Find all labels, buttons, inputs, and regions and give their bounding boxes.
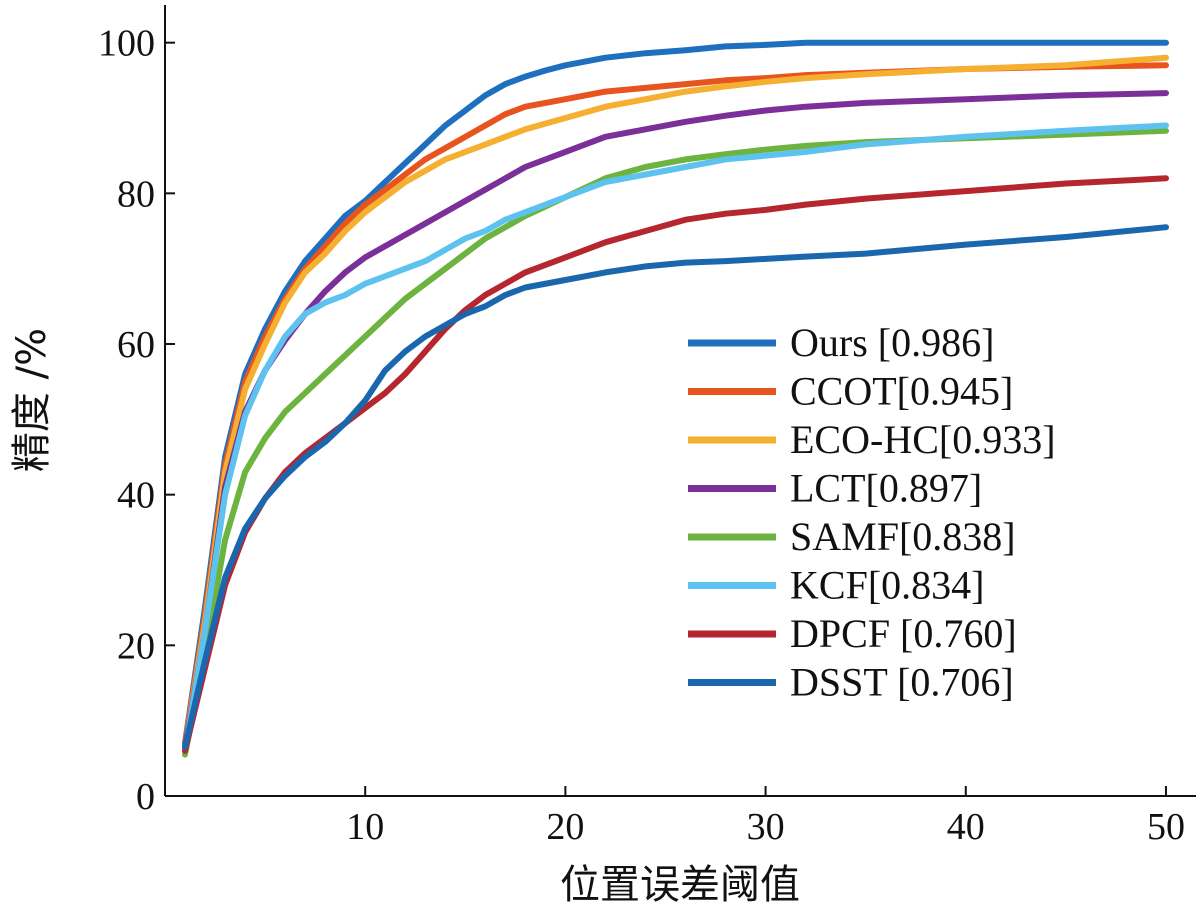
x-tick-label: 10	[346, 806, 384, 848]
x-tick-label: 30	[747, 806, 785, 848]
legend-label: ECO-HC[0.933]	[790, 417, 1056, 462]
legend: Ours [0.986]CCOT[0.945]ECO-HC[0.933]LCT[…	[688, 320, 1056, 705]
y-tick-label: 100	[98, 23, 155, 65]
series-line-eco-hc	[182, 54, 1169, 750]
legend-label: CCOT[0.945]	[790, 369, 1013, 414]
legend-label: LCT[0.897]	[790, 466, 982, 511]
legend-label: KCF[0.834]	[790, 563, 984, 608]
legend-label: DPCF [0.760]	[790, 611, 1017, 656]
series-line-ours	[182, 39, 1169, 747]
x-axis-title: 位置误差阈值	[560, 862, 800, 908]
y-tick-label: 80	[117, 173, 155, 215]
series-line-samf	[182, 127, 1169, 758]
legend-label: Ours [0.986]	[790, 320, 994, 365]
series-line-kcf	[182, 122, 1169, 754]
y-axis-title: 精度 /%	[9, 328, 55, 472]
series-lines	[182, 39, 1169, 758]
ticks: 10 20 30 40 50 0 20 40 60 80 100	[98, 23, 1185, 848]
x-tick-label: 50	[1147, 806, 1185, 848]
y-tick-label: 60	[117, 324, 155, 366]
legend-label: SAMF[0.838]	[790, 514, 1016, 559]
x-tick-label: 40	[947, 806, 985, 848]
axes	[164, 5, 1196, 797]
x-tick-label: 20	[546, 806, 584, 848]
y-tick-label: 20	[117, 625, 155, 667]
series-line-dsst	[182, 224, 1169, 750]
y-tick-label: 0	[136, 776, 155, 818]
y-tick-label: 40	[117, 475, 155, 517]
legend-label: DSST [0.706]	[790, 660, 1014, 705]
